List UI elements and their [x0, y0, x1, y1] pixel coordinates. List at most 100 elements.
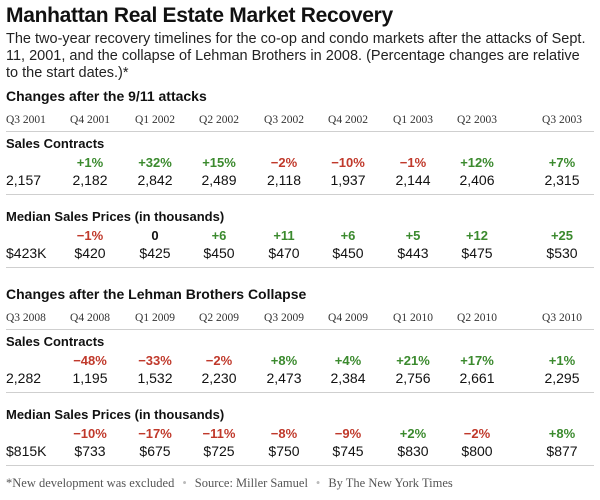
percent-change: +11: [273, 228, 295, 243]
divider: [6, 465, 594, 466]
change-row: −1% 0 +6 +11 +6 +5 +12 +25: [0, 228, 600, 246]
metric-value: $830: [397, 443, 429, 459]
section-title: Changes after the Lehman Brothers Collap…: [6, 286, 307, 302]
metric-value: 2,489: [201, 172, 237, 188]
metric-value: 2,295: [544, 370, 580, 386]
percent-change: −10%: [331, 155, 365, 170]
divider: [6, 267, 594, 268]
metric-value: 2,842: [137, 172, 173, 188]
divider: [6, 392, 594, 393]
quarter-label: Q2 2009: [199, 312, 239, 324]
percent-change: −8%: [270, 426, 298, 441]
value-row: 2,282 1,195 1,532 2,230 2,473 2,384 2,756 2,661…: [0, 370, 600, 388]
metric-value: 2,144: [395, 172, 431, 188]
percent-change: +1%: [76, 155, 104, 170]
percent-change: −48%: [73, 353, 107, 368]
percent-change: −9%: [334, 426, 362, 441]
metric-value: $470: [268, 245, 300, 261]
divider: [6, 329, 594, 330]
percent-change: −1%: [399, 155, 427, 170]
quarter-label: Q1 2003: [393, 114, 433, 126]
metric-value: $877: [546, 443, 578, 459]
metric-value: 2,473: [266, 370, 302, 386]
metric-value: 2,756: [395, 370, 431, 386]
metric-value: $443: [397, 245, 429, 261]
metric-value: $423K: [6, 245, 47, 261]
quarter-label: Q1 2009: [135, 312, 175, 324]
metric-value: 2,182: [72, 172, 108, 188]
percent-change: −2%: [463, 426, 491, 441]
percent-change: +17%: [460, 353, 494, 368]
percent-change: +15%: [202, 155, 236, 170]
metric-value: $475: [461, 245, 493, 261]
metric-value: 1,937: [330, 172, 366, 188]
metric-value: $750: [268, 443, 300, 459]
percent-change: −33%: [138, 353, 172, 368]
percent-change: +7%: [548, 155, 576, 170]
metric-value: 1,195: [72, 370, 108, 386]
quarter-label: Q2 2010: [457, 312, 497, 324]
percent-change: +5: [405, 228, 421, 243]
metric-value: 2,315: [544, 172, 580, 188]
percent-change: +25: [550, 228, 574, 243]
value-row: $423K $420 $425 $450 $470 $450 $443 $475 $530: [0, 245, 600, 263]
page-title: Manhattan Real Estate Market Recovery: [6, 4, 393, 27]
metric-title: Median Sales Prices (in thousands): [6, 209, 225, 224]
metric-value: 2,384: [330, 370, 366, 386]
percent-change: −17%: [138, 426, 172, 441]
metric-value: 2,661: [459, 370, 495, 386]
quarter-label: Q4 2009: [328, 312, 368, 324]
percent-change: +32%: [138, 155, 172, 170]
change-row: +1% +32% +15% −2% −10% −1% +12% +7%: [0, 155, 600, 173]
quarter-label: Q1 2010: [393, 312, 433, 324]
divider: [6, 194, 594, 195]
metric-value: $745: [332, 443, 364, 459]
metric-value: 2,118: [267, 172, 301, 188]
percent-change: +2%: [399, 426, 427, 441]
metric-value: 1,532: [137, 370, 173, 386]
metric-value: $800: [461, 443, 493, 459]
footnote: *New development was excluded: [6, 476, 175, 490]
change-row: −10% −17% −11% −8% −9% +2% −2% +8%: [0, 426, 600, 444]
quarter-label: Q3 2010: [542, 312, 582, 324]
value-row: 2,157 2,182 2,842 2,489 2,118 1,937 2,144 2,406…: [0, 172, 600, 190]
quarter-label: Q2 2002: [199, 114, 239, 126]
metric-title: Median Sales Prices (in thousands): [6, 407, 225, 422]
metric-value: $425: [139, 245, 171, 261]
separator-dot: •: [315, 476, 321, 490]
metric-title: Sales Contracts: [6, 334, 105, 349]
metric-title: Sales Contracts: [6, 136, 105, 151]
percent-change: −2%: [270, 155, 298, 170]
metric-value: $815K: [6, 443, 47, 459]
percent-change: +12: [465, 228, 489, 243]
metric-value: $450: [332, 245, 364, 261]
percent-change: −11%: [202, 426, 236, 441]
percent-change: +21%: [396, 353, 430, 368]
metric-value: 2,282: [6, 370, 42, 386]
source-credit: Source: Miller Samuel: [194, 476, 308, 490]
divider: [6, 131, 594, 132]
quarter-header-row: Q3 2008 Q4 2008 Q1 2009 Q2 2009 Q3 2009 Q4 20…: [0, 312, 600, 328]
quarter-label: Q4 2001: [70, 114, 110, 126]
percent-change: +6: [340, 228, 356, 243]
metric-value: $733: [74, 443, 106, 459]
metric-value: $420: [74, 245, 106, 261]
percent-change: −2%: [205, 353, 233, 368]
metric-value: $450: [203, 245, 235, 261]
value-row: $815K $733 $675 $725 $750 $745 $830 $800 $877: [0, 443, 600, 461]
quarter-label: Q3 2001: [6, 114, 46, 126]
separator-dot: •: [182, 476, 187, 490]
percent-change: −10%: [73, 426, 107, 441]
percent-change: +6: [211, 228, 227, 243]
quarter-label: Q1 2002: [135, 114, 175, 126]
change-row: −48% −33% −2% +8% +4% +21% +17% +1%: [0, 353, 600, 371]
quarter-label: Q3 2009: [264, 312, 304, 324]
percent-change: +1%: [548, 353, 576, 368]
quarter-label: Q3 2002: [264, 114, 304, 126]
percent-change: +12%: [460, 155, 494, 170]
quarter-label: Q3 2003: [542, 114, 582, 126]
percent-change: −1%: [76, 228, 104, 243]
quarter-label: Q2 2003: [457, 114, 497, 126]
metric-value: $725: [203, 443, 235, 459]
